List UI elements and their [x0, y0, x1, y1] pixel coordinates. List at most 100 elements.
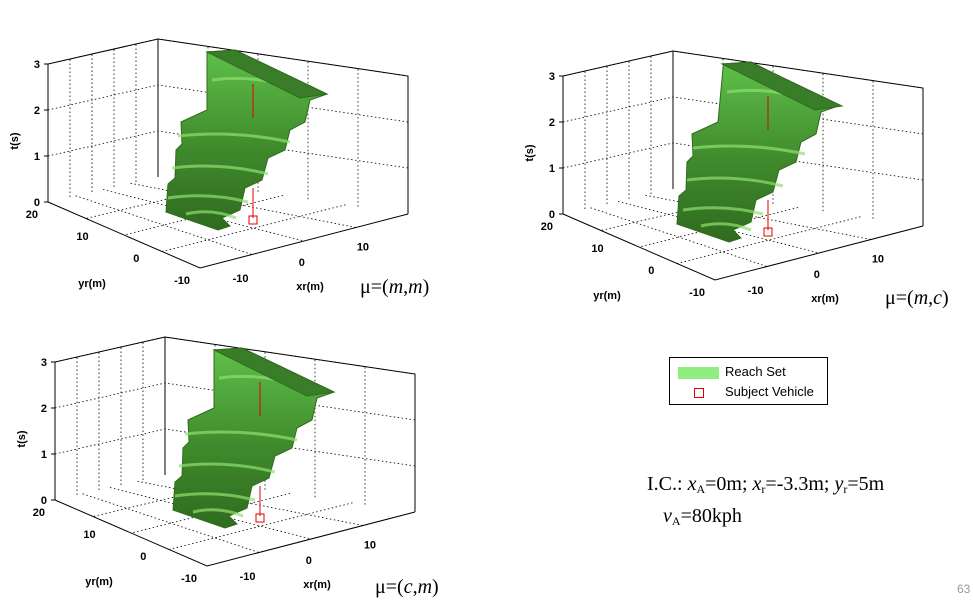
- grid-line-z: [562, 96, 924, 135]
- y-tick-label: 0: [133, 253, 139, 265]
- legend-item-subject-vehicle: Subject Vehicle: [670, 382, 827, 402]
- reach-set-ridge: [174, 492, 256, 502]
- reach-set-ridge: [692, 144, 806, 156]
- x-tick-label: 10: [357, 241, 369, 253]
- z-tick-label: 1: [34, 151, 40, 163]
- y-tick-label: -10: [181, 573, 197, 585]
- initial-conditions: I.C.: xA=0m; xr=-3.3m; yr=5m vA=80kph: [647, 471, 884, 535]
- caption-mu: μ: [360, 276, 371, 298]
- reach-set-ridge: [192, 508, 244, 518]
- reach-set-ridge: [178, 462, 276, 474]
- y-tick-label: -10: [174, 275, 190, 287]
- y-tick-label: 20: [26, 209, 38, 221]
- plot-svg-cm: 0 1 2 3 t(s) 20 10 0 -10 yr(m) -10 0 10 xr(m): [16, 336, 416, 591]
- page-number: 63: [957, 582, 971, 596]
- y-tick-label: 20: [33, 507, 45, 519]
- subject-vehicle-marker-icon: [694, 388, 704, 398]
- y-tick-label: 20: [541, 221, 553, 233]
- grid-line-floor: [85, 185, 221, 219]
- y-axis-label: yr(m): [78, 278, 106, 290]
- reach-set-top-face: [212, 347, 336, 397]
- legend-item-reach-set: Reach Set: [670, 362, 827, 382]
- subject-vehicle-marker: [248, 215, 258, 225]
- initial-conditions-line2: vA=80kph: [663, 505, 742, 528]
- grid-line-floor: [617, 201, 820, 254]
- z-tick-label: 0: [41, 495, 47, 507]
- z-tick-label: 3: [41, 357, 47, 369]
- grid-line-floor: [638, 207, 799, 248]
- reach-set-plot-cm: 0 1 2 3 t(s) 20 10 0 -10 yr(m) -10 0 10 xr(m): [7, 336, 437, 608]
- grid-line-floor: [123, 195, 284, 236]
- reach-set-surface: [165, 49, 329, 231]
- z-tick-label: 2: [549, 117, 555, 129]
- subject-vehicle-marker: [763, 227, 773, 237]
- axes-floor-edge: [47, 201, 409, 269]
- grid-line-floor: [92, 483, 228, 517]
- y-tick-label: 10: [83, 529, 95, 541]
- plot-caption-mc: μ=(m,c): [885, 287, 949, 309]
- reach-set-ridge: [177, 132, 291, 144]
- x-tick-label: -10: [748, 285, 764, 297]
- grid-line-z: [54, 428, 416, 467]
- y-tick-label: 10: [76, 231, 88, 243]
- z-axis-label: t(s): [524, 144, 536, 161]
- x-tick-label: 10: [364, 539, 376, 551]
- initial-conditions-line1: I.C.: xA=0m; xr=-3.3m; yr=5m: [647, 473, 885, 496]
- z-axis-label: t(s): [16, 430, 28, 447]
- reach-set-plot-mc: 0 1 2 3 t(s) 20 10 0 -10 yr(m) -10 0 10 xr(m): [515, 50, 945, 322]
- reach-set-ridge: [700, 222, 752, 232]
- plot-caption-mm: μ=(m,m): [360, 276, 430, 298]
- z-tick-label: 1: [41, 449, 47, 461]
- y-tick-label: 10: [591, 243, 603, 255]
- reach-set-top-face: [205, 49, 329, 99]
- reach-set-plot-mm: 0 1 2 3 t(s) 20 10 0 -10 yr(m) -10 0 10 xr(m): [0, 38, 430, 310]
- x-axis-label: xr(m): [296, 281, 324, 293]
- x-tick-label: 0: [306, 555, 312, 567]
- grid-line-z: [54, 336, 416, 375]
- z-tick-label: 2: [34, 105, 40, 117]
- x-tick-label: 0: [814, 269, 820, 281]
- reach-set-swatch: [678, 367, 719, 379]
- x-tick-label: 10: [872, 253, 884, 265]
- grid-line-z: [562, 142, 924, 181]
- grid-line-floor: [102, 189, 305, 242]
- x-tick-label: -10: [233, 273, 249, 285]
- y-tick-label: -10: [689, 287, 705, 299]
- x-axis-label: xr(m): [303, 579, 331, 591]
- grid-line-floor: [75, 195, 253, 255]
- reach-set-ridge: [184, 430, 298, 442]
- grid-line-z: [562, 50, 924, 89]
- grid-line-floor: [590, 207, 768, 267]
- axes-floor-edge: [562, 213, 924, 281]
- y-tick-label: 0: [140, 551, 146, 563]
- grid-line-z: [47, 38, 409, 77]
- grid-line-floor: [130, 493, 291, 534]
- z-tick-label: 0: [549, 209, 555, 221]
- z-tick-label: 3: [34, 59, 40, 71]
- grid-line-floor: [600, 197, 736, 231]
- y-axis-label: yr(m): [593, 290, 621, 302]
- grid-line-z: [47, 130, 409, 169]
- grid-line-floor: [109, 487, 312, 540]
- plot-svg-mm: 0 1 2 3 t(s) 20 10 0 -10 yr(m) -10 0 10 xr(m): [9, 38, 409, 293]
- z-axis-label: t(s): [9, 132, 21, 149]
- reach-set-top-face: [720, 61, 844, 111]
- reach-set-ridge: [686, 176, 784, 188]
- x-axis-label: xr(m): [811, 293, 839, 305]
- x-tick-label: -10: [240, 571, 256, 583]
- grid-line-floor: [82, 493, 260, 553]
- x-tick-label: 0: [299, 257, 305, 269]
- y-tick-label: 0: [648, 265, 654, 277]
- y-axis-label: yr(m): [85, 576, 113, 588]
- grid-line-z: [47, 84, 409, 123]
- reach-set-ridge: [171, 164, 269, 176]
- reach-set-ridge: [185, 210, 237, 220]
- z-tick-label: 3: [549, 71, 555, 83]
- reach-set-ridge: [167, 194, 249, 204]
- reach-set-ridge: [682, 206, 764, 216]
- z-tick-label: 0: [34, 197, 40, 209]
- reach-set-surface: [172, 347, 336, 529]
- grid-line-z: [54, 382, 416, 421]
- plot-caption-cm: μ=(c,m): [375, 576, 439, 598]
- legend: Reach Set Subject Vehicle: [669, 357, 828, 405]
